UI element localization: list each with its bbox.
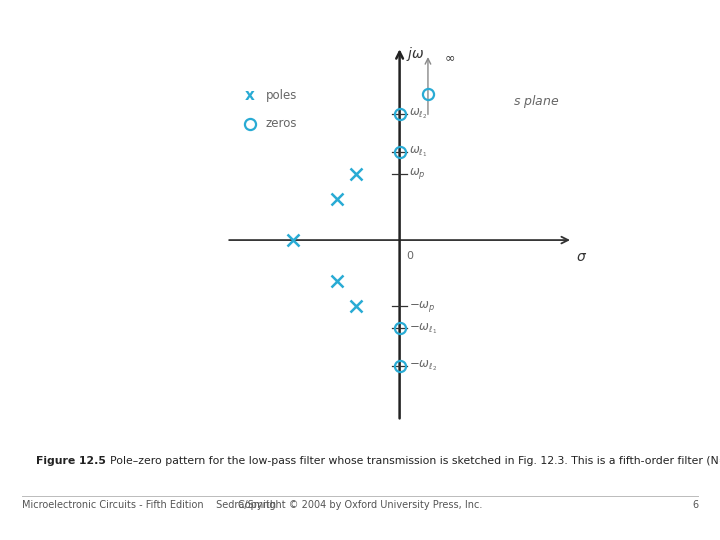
Text: 0: 0	[406, 251, 413, 261]
Text: Pole–zero pattern for the low-pass filter whose transmission is sketched in Fig.: Pole–zero pattern for the low-pass filte…	[103, 456, 720, 467]
Text: Microelectronic Circuits - Fifth Edition    Sedra/Smith: Microelectronic Circuits - Fifth Edition…	[22, 500, 276, 510]
Text: $j\omega$: $j\omega$	[406, 45, 424, 63]
Text: $\omega_{\ell_2}$: $\omega_{\ell_2}$	[409, 107, 427, 122]
Text: poles: poles	[266, 89, 297, 102]
Text: $\omega_{\ell_1}$: $\omega_{\ell_1}$	[409, 145, 428, 159]
Text: $s$ plane: $s$ plane	[513, 93, 559, 110]
Text: 6: 6	[692, 500, 698, 510]
Text: $\omega_p$: $\omega_p$	[409, 166, 426, 181]
Text: $-\omega_p$: $-\omega_p$	[409, 299, 436, 314]
Text: $-\omega_{\ell_1}$: $-\omega_{\ell_1}$	[409, 321, 437, 335]
Text: x: x	[245, 87, 255, 103]
Text: $-\omega_{\ell_2}$: $-\omega_{\ell_2}$	[409, 359, 437, 373]
Text: $\sigma$: $\sigma$	[576, 249, 587, 264]
Text: Copyright © 2004 by Oxford University Press, Inc.: Copyright © 2004 by Oxford University Pr…	[238, 500, 482, 510]
Text: Figure 12.5: Figure 12.5	[36, 456, 106, 467]
Text: zeros: zeros	[266, 117, 297, 130]
Text: $\infty$: $\infty$	[444, 51, 455, 64]
